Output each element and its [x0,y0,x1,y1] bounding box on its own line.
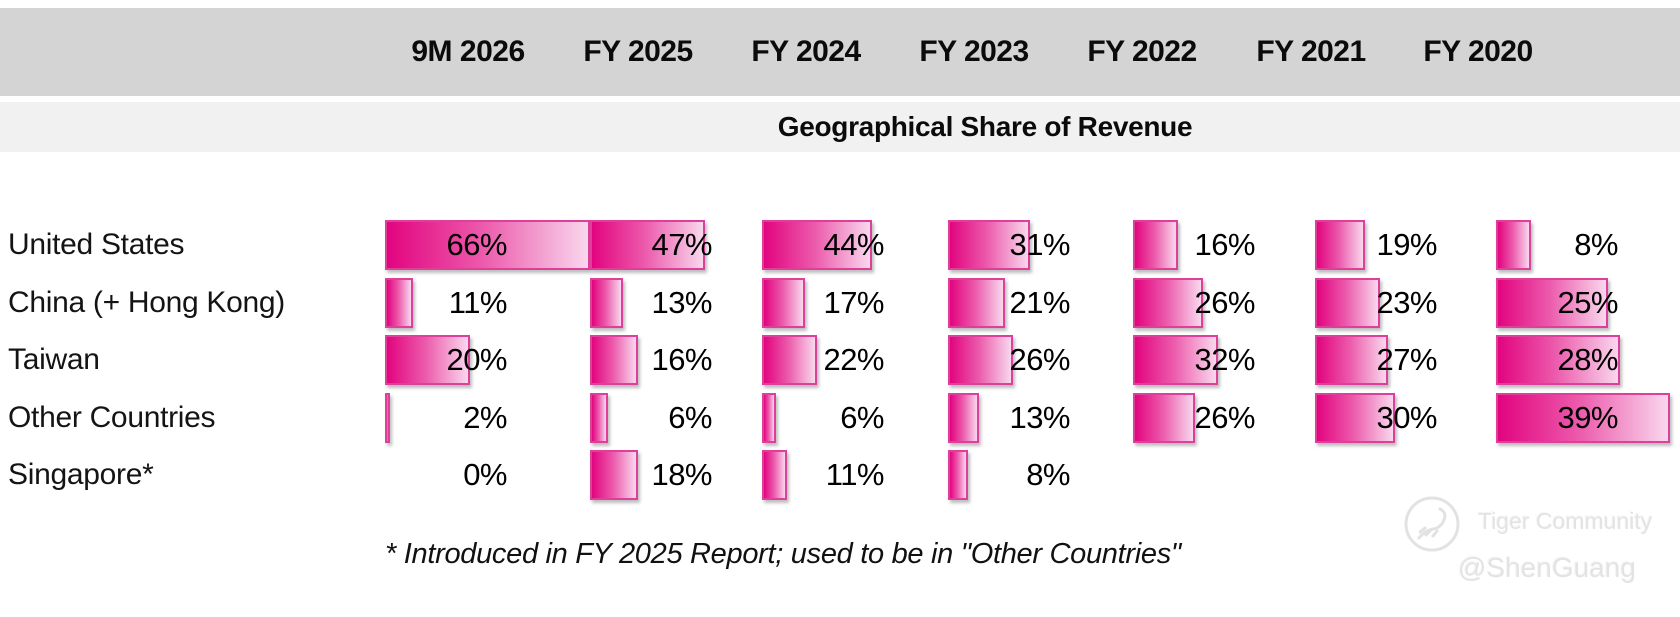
region-label: Singapore* [8,458,154,491]
revenue-bar [1133,220,1178,270]
region-label: Other Countries [8,401,216,434]
revenue-bar [762,335,817,385]
revenue-bar [1133,393,1195,443]
period-header-fy2021: FY 2021 [1256,35,1366,68]
revenue-bar [762,220,872,270]
revenue-value: 30% [1376,400,1437,435]
footnote: * Introduced in FY 2025 Report; used to … [385,538,1181,570]
revenue-value: 20% [446,342,507,377]
revenue-bar [590,278,623,328]
revenue-value: 21% [1009,285,1070,320]
revenue-bar [762,393,776,443]
revenue-value: 6% [668,400,712,435]
revenue-bar [1315,278,1380,328]
table-row-united-states: United States 66% 47% 44% 31% 16% 19% 8% [0,220,1680,270]
revenue-bar [948,335,1013,385]
revenue-value: 8% [1574,227,1618,262]
period-header-fy2025: FY 2025 [583,35,693,68]
revenue-value: 28% [1557,342,1618,377]
period-header-fy2022: FY 2022 [1087,35,1197,68]
revenue-value: 26% [1009,342,1070,377]
table-row-other-countries: Other Countries 2% 6% 6% 13% 26% 30% 39% [0,393,1680,443]
revenue-bar [1496,393,1670,443]
revenue-bar [1315,393,1395,443]
revenue-bar [1496,278,1608,328]
revenue-value: 0% [463,457,507,492]
revenue-value: 2% [463,400,507,435]
revenue-bar [948,220,1030,270]
revenue-value: 11% [448,285,508,320]
region-label: Taiwan [8,343,100,376]
period-header-fy2024: FY 2024 [751,35,861,68]
revenue-bar [762,278,805,328]
region-label: China (+ Hong Kong) [8,286,285,319]
revenue-value: 32% [1194,342,1255,377]
watermark-handle: @ShenGuang [1458,552,1636,583]
table-row-china: China (+ Hong Kong) 11% 13% 17% 21% 26% … [0,278,1680,328]
revenue-bar [948,278,1005,328]
revenue-bar [590,450,638,500]
tiger-community-logo-icon [1404,496,1460,552]
revenue-value: 26% [1194,400,1255,435]
revenue-bar [590,335,638,385]
revenue-value: 6% [840,400,884,435]
revenue-value: 25% [1557,285,1618,320]
revenue-value: 66% [446,227,507,262]
revenue-bar [1496,220,1531,270]
revenue-value: 11% [825,457,885,492]
revenue-bar [590,220,705,270]
revenue-bar [1133,278,1203,328]
revenue-value: 27% [1376,342,1437,377]
revenue-bar [385,278,413,328]
watermark-brand: Tiger Community [1478,508,1653,534]
table-row-taiwan: Taiwan 20% 16% 22% 26% 32% 27% 28% [0,335,1680,385]
revenue-value: 47% [651,227,712,262]
revenue-bar [1315,220,1365,270]
revenue-bar [1133,335,1218,385]
revenue-value: 39% [1557,400,1618,435]
revenue-bar [385,335,470,385]
table-title: Geographical Share of Revenue [777,111,1193,142]
revenue-bar [762,450,787,500]
revenue-bar [385,220,590,270]
period-header-fy2023: FY 2023 [919,35,1029,68]
revenue-value: 18% [651,457,712,492]
period-header-band: 9M 2026 FY 2025 FY 2024 FY 2023 FY 2022 … [0,8,1680,96]
revenue-value: 13% [651,285,712,320]
revenue-value: 16% [651,342,712,377]
revenue-value: 22% [823,342,884,377]
subtitle-band: Geographical Share of Revenue [0,102,1680,152]
revenue-value: 17% [823,285,884,320]
period-header-9m2026: 9M 2026 [411,35,525,68]
revenue-bar [948,450,968,500]
revenue-value: 16% [1194,227,1255,262]
revenue-value: 23% [1376,285,1437,320]
revenue-value: 13% [1009,400,1070,435]
period-header-fy2020: FY 2020 [1423,35,1533,68]
table-row-singapore: Singapore* 0% 18% 11% 8% [0,450,1680,500]
revenue-value: 19% [1376,227,1437,262]
revenue-bar [1496,335,1620,385]
region-label: United States [8,228,185,261]
revenue-value: 44% [823,227,884,262]
revenue-value: 31% [1009,227,1070,262]
revenue-bar [385,393,390,443]
revenue-bar [590,393,608,443]
revenue-value: 8% [1026,457,1070,492]
revenue-bar [948,393,979,443]
revenue-value: 26% [1194,285,1255,320]
revenue-bar [1315,335,1388,385]
